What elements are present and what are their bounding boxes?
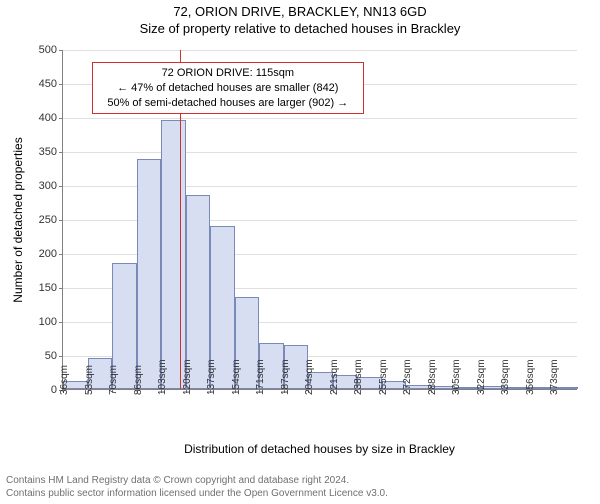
annotation-line: 72 ORION DRIVE: 115sqm xyxy=(99,66,357,81)
ytick-label: 300 xyxy=(39,180,57,192)
histogram-bar xyxy=(161,120,186,389)
gridline xyxy=(63,152,577,153)
chart-plot-area: 05010015020025030035040045050036sqm53sqm… xyxy=(62,50,577,390)
ytick-mark xyxy=(59,186,63,187)
xtick-label: 36sqm xyxy=(59,365,70,395)
ytick-mark xyxy=(59,254,63,255)
xtick-label: 272sqm xyxy=(402,359,413,395)
footer-attribution: Contains HM Land Registry data © Crown c… xyxy=(6,475,388,500)
annotation-box: 72 ORION DRIVE: 115sqm← 47% of detached … xyxy=(92,62,364,115)
gridline xyxy=(63,50,577,51)
xtick-label: 305sqm xyxy=(451,359,462,395)
ytick-label: 350 xyxy=(39,146,57,158)
ytick-label: 200 xyxy=(39,248,57,260)
ytick-label: 250 xyxy=(39,214,57,226)
ytick-mark xyxy=(59,118,63,119)
xtick-label: 255sqm xyxy=(378,359,389,395)
xtick-label: 187sqm xyxy=(280,359,291,395)
xtick-label: 204sqm xyxy=(304,359,315,395)
y-axis-label: Number of detached properties xyxy=(11,137,25,302)
ytick-mark xyxy=(59,152,63,153)
ytick-label: 450 xyxy=(39,78,57,90)
xtick-label: 154sqm xyxy=(231,359,242,395)
ytick-label: 150 xyxy=(39,282,57,294)
footer-line-1: Contains HM Land Registry data © Crown c… xyxy=(6,475,388,488)
xtick-label: 339sqm xyxy=(500,359,511,395)
ytick-mark xyxy=(59,84,63,85)
xtick-label: 70sqm xyxy=(108,365,119,395)
histogram-bar xyxy=(137,159,162,389)
xtick-label: 356sqm xyxy=(525,359,536,395)
ytick-mark xyxy=(59,356,63,357)
footer-line-2: Contains public sector information licen… xyxy=(6,488,388,501)
xtick-label: 322sqm xyxy=(476,359,487,395)
ytick-mark xyxy=(59,322,63,323)
xtick-label: 171sqm xyxy=(255,359,266,395)
xtick-label: 373sqm xyxy=(549,359,560,395)
ytick-label: 400 xyxy=(39,112,57,124)
xtick-label: 238sqm xyxy=(353,359,364,395)
ytick-label: 50 xyxy=(45,350,57,362)
xtick-label: 137sqm xyxy=(206,359,217,395)
gridline xyxy=(63,118,577,119)
x-axis-label: Distribution of detached houses by size … xyxy=(184,442,455,456)
annotation-line: ← 47% of detached houses are smaller (84… xyxy=(99,81,357,96)
ytick-mark xyxy=(59,288,63,289)
chart-title-sub: Size of property relative to detached ho… xyxy=(0,21,600,36)
xtick-label: 288sqm xyxy=(427,359,438,395)
xtick-label: 86sqm xyxy=(133,365,144,395)
ytick-label: 0 xyxy=(51,384,57,396)
xtick-label: 103sqm xyxy=(157,359,168,395)
annotation-line: 50% of semi-detached houses are larger (… xyxy=(99,96,357,111)
ytick-label: 100 xyxy=(39,316,57,328)
ytick-mark xyxy=(59,50,63,51)
ytick-mark xyxy=(59,220,63,221)
xtick-label: 120sqm xyxy=(182,359,193,395)
xtick-label: 53sqm xyxy=(84,365,95,395)
ytick-label: 500 xyxy=(39,44,57,56)
xtick-label: 221sqm xyxy=(329,359,340,395)
chart-title-main: 72, ORION DRIVE, BRACKLEY, NN13 6GD xyxy=(0,4,600,19)
